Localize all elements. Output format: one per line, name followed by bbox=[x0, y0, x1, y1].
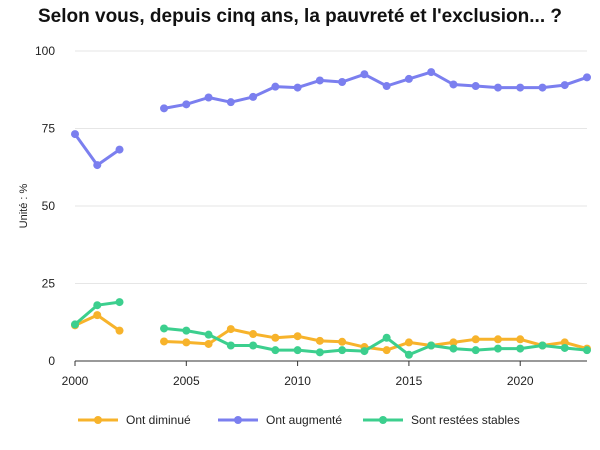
data-point bbox=[160, 104, 169, 113]
data-point bbox=[226, 98, 235, 107]
x-tick-label: 2015 bbox=[396, 374, 423, 388]
data-point bbox=[449, 344, 458, 353]
data-point bbox=[93, 301, 102, 310]
data-point bbox=[115, 326, 124, 335]
data-point bbox=[493, 83, 502, 92]
data-point bbox=[560, 81, 569, 90]
data-point bbox=[404, 74, 413, 83]
data-point bbox=[338, 337, 347, 346]
data-point bbox=[271, 82, 280, 91]
data-point bbox=[249, 341, 258, 350]
legend-swatch-dot[interactable] bbox=[94, 416, 102, 424]
data-point bbox=[71, 130, 79, 139]
data-point bbox=[560, 343, 569, 352]
data-point bbox=[471, 346, 480, 355]
data-point bbox=[338, 346, 347, 355]
data-point bbox=[315, 348, 324, 357]
data-point bbox=[516, 344, 525, 353]
x-tick-label: 2010 bbox=[284, 374, 311, 388]
data-point bbox=[538, 83, 547, 92]
data-point bbox=[583, 73, 591, 82]
data-point bbox=[93, 161, 102, 170]
data-point bbox=[471, 335, 480, 344]
data-point bbox=[516, 83, 525, 92]
chart-title: Selon vous, depuis cinq ans, la pauvreté… bbox=[38, 6, 562, 27]
data-point bbox=[71, 320, 79, 329]
data-point bbox=[115, 145, 124, 154]
data-point bbox=[360, 70, 369, 79]
legend-swatch-dot[interactable] bbox=[379, 416, 387, 424]
y-tick-label: 50 bbox=[42, 199, 56, 213]
data-point bbox=[271, 346, 280, 355]
data-point bbox=[226, 325, 235, 334]
data-point bbox=[382, 346, 391, 355]
data-point bbox=[160, 324, 169, 333]
data-point bbox=[93, 311, 102, 320]
data-point bbox=[538, 341, 547, 350]
data-point bbox=[493, 335, 502, 344]
data-point bbox=[427, 68, 436, 77]
data-point bbox=[204, 93, 213, 102]
data-point bbox=[360, 347, 369, 356]
data-point bbox=[583, 346, 591, 355]
data-point bbox=[182, 100, 191, 109]
x-tick-label: 2000 bbox=[62, 374, 89, 388]
y-tick-label: 100 bbox=[35, 44, 55, 58]
data-point bbox=[382, 82, 391, 91]
data-point bbox=[293, 83, 302, 92]
data-point bbox=[315, 336, 324, 345]
data-point bbox=[315, 76, 324, 85]
x-tick-label: 2020 bbox=[507, 374, 534, 388]
legend-label[interactable]: Sont restées stables bbox=[411, 413, 520, 427]
data-point bbox=[516, 335, 525, 344]
legend-label[interactable]: Ont augmenté bbox=[266, 413, 342, 427]
data-point bbox=[293, 346, 302, 355]
legend-label[interactable]: Ont diminué bbox=[126, 413, 191, 427]
data-point bbox=[560, 338, 569, 347]
y-tick-label: 25 bbox=[42, 277, 56, 291]
data-point bbox=[249, 92, 258, 101]
data-point bbox=[204, 330, 213, 339]
data-point bbox=[427, 341, 436, 350]
series-line-1 bbox=[73, 133, 121, 167]
data-point bbox=[382, 333, 391, 342]
legend-swatch-dot[interactable] bbox=[234, 416, 242, 424]
data-point bbox=[271, 333, 280, 342]
data-point bbox=[493, 344, 502, 353]
data-point bbox=[404, 350, 413, 359]
y-tick-label: 75 bbox=[42, 122, 56, 136]
data-point bbox=[449, 80, 458, 89]
data-point bbox=[182, 338, 191, 347]
data-point bbox=[293, 332, 302, 341]
data-point bbox=[338, 78, 347, 86]
x-tick-label: 2005 bbox=[173, 374, 200, 388]
data-point bbox=[471, 82, 480, 91]
data-point bbox=[449, 338, 458, 347]
data-point bbox=[160, 337, 169, 346]
data-point bbox=[226, 341, 235, 350]
data-point bbox=[204, 339, 213, 348]
data-point bbox=[404, 338, 413, 347]
data-point bbox=[115, 298, 124, 307]
y-axis-title: Unité : % bbox=[18, 183, 30, 228]
y-tick-label: 0 bbox=[48, 354, 55, 368]
data-point bbox=[249, 330, 258, 339]
data-point bbox=[182, 326, 191, 335]
